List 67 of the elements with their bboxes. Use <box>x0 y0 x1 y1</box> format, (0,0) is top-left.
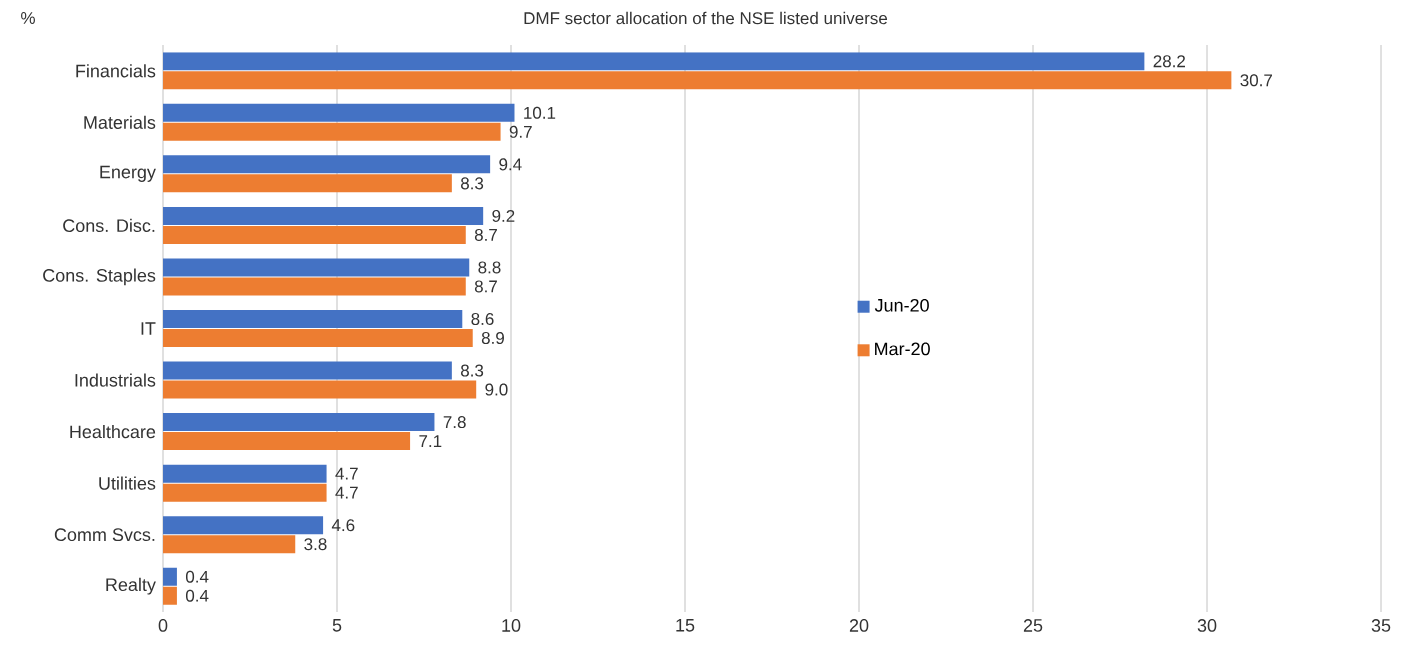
y-tick-label: Utilities <box>99 476 156 490</box>
y-tick-label: Cons. Staples <box>43 268 156 286</box>
x-tick-label: 10 <box>502 619 521 632</box>
y-tick-label: Energy <box>100 165 156 182</box>
bar <box>163 586 177 605</box>
text: % <box>21 12 35 24</box>
y-tick-label: Materials <box>84 115 156 129</box>
data-label: 8.3 <box>461 177 484 190</box>
y-tick-label: Industrials <box>75 373 156 387</box>
bar <box>163 52 1145 71</box>
x-tick-label: 0 <box>158 619 168 632</box>
x-tick-label: 35 <box>1371 619 1391 632</box>
data-label: 7.8 <box>443 416 466 429</box>
bar <box>163 155 491 174</box>
bar <box>163 71 1232 90</box>
y-tick-label: Comm Svcs. <box>54 528 155 542</box>
x-tick-label: 20 <box>849 619 869 632</box>
y-tick-label: Realty <box>106 577 156 595</box>
bar <box>163 516 324 535</box>
bar <box>163 103 515 122</box>
bar <box>163 225 466 244</box>
bar <box>163 432 411 451</box>
data-label: 0.4 <box>185 570 209 583</box>
legend-label: Jun-20 <box>874 298 929 312</box>
data-label: 7.1 <box>419 435 442 447</box>
data-label: 10.1 <box>524 106 556 119</box>
bar <box>163 413 435 432</box>
data-label: 9.0 <box>485 383 508 396</box>
bar <box>163 122 501 141</box>
data-label: 3.8 <box>304 538 327 551</box>
bar <box>163 258 470 277</box>
bar <box>163 206 484 225</box>
bar <box>163 483 327 502</box>
data-label: 9.2 <box>492 209 515 222</box>
x-tick-label: 15 <box>676 619 695 632</box>
legend-label: Mar-20 <box>875 342 930 356</box>
bar <box>163 535 296 554</box>
bar <box>163 329 473 348</box>
y-tick-label: Cons. Disc. <box>63 218 155 233</box>
data-label: 8.6 <box>471 313 494 326</box>
chart-title: DMF sector allocation of the NSE listed universe <box>524 11 888 25</box>
data-label: 4.7 <box>335 467 358 480</box>
data-label: 4.6 <box>331 519 355 532</box>
bar <box>163 464 327 483</box>
x-tick-label: 25 <box>1023 619 1043 632</box>
data-label: 8.8 <box>478 261 501 274</box>
bar <box>163 567 177 586</box>
bar <box>163 310 463 329</box>
data-label: 8.3 <box>461 364 484 377</box>
y-tick-label: Financials <box>76 64 156 78</box>
bar <box>163 174 452 193</box>
data-label: 8.9 <box>481 332 504 345</box>
data-label: 28.2 <box>1153 55 1185 68</box>
bar <box>163 380 477 399</box>
x-tick-label: 5 <box>332 619 342 632</box>
y-tick-label: Healthcare <box>70 424 156 439</box>
data-label: 9.4 <box>499 158 522 171</box>
y-tick-label: IT <box>141 322 156 335</box>
x-tick-label: 30 <box>1197 619 1217 632</box>
data-label: 9.7 <box>509 125 532 138</box>
bar <box>163 277 466 296</box>
data-label: 8.7 <box>474 280 497 293</box>
data-label: 8.7 <box>474 228 497 241</box>
data-label: 0.4 <box>185 589 209 602</box>
bar <box>163 361 452 380</box>
data-label: 4.7 <box>335 486 358 499</box>
data-label: 30.7 <box>1240 74 1272 87</box>
